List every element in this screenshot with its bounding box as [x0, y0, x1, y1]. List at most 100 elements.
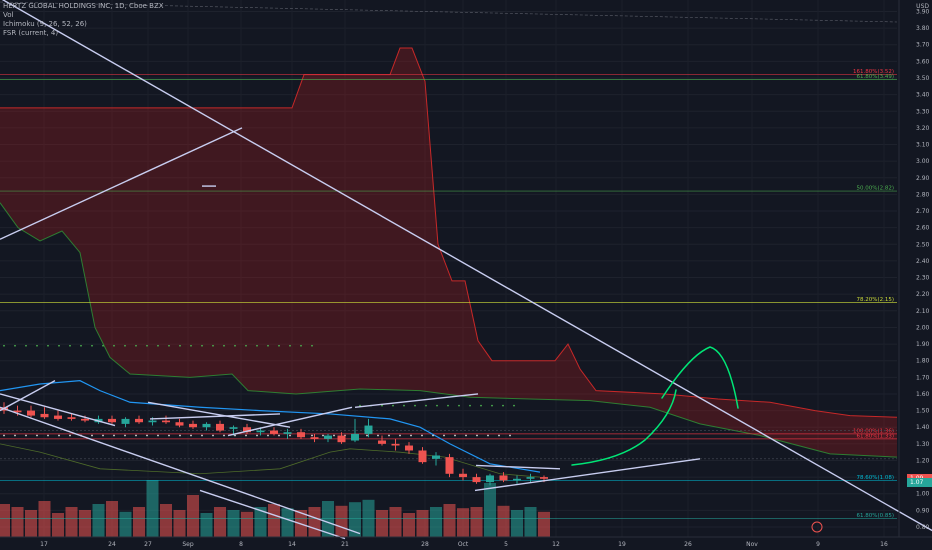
indicator-dot	[513, 404, 515, 407]
fib-label: 61.80%(1.33)	[856, 433, 894, 439]
volume-bar	[133, 507, 145, 537]
price-tick-label: 2.40	[916, 258, 930, 265]
candle-body	[297, 432, 305, 438]
candle-body	[54, 415, 62, 419]
trendline	[475, 464, 561, 470]
price-tick-label: 2.30	[916, 275, 930, 282]
volume-bar	[430, 507, 442, 537]
trendline	[199, 489, 346, 540]
legend-symbol[interactable]: HERTZ GLOBAL HOLDINGS INC, 1D, Cboe BZX	[3, 2, 164, 10]
candle-body	[418, 450, 427, 463]
legend-fsr[interactable]: FSR (current, 4)	[3, 29, 59, 37]
price-tick-label: 2.70	[916, 208, 930, 215]
indicator-dot	[465, 434, 467, 437]
trendline	[0, 380, 56, 412]
indicator-dot	[491, 404, 493, 407]
volume-bar	[173, 510, 186, 537]
indicator-dot	[311, 434, 313, 437]
indicator-dot	[447, 404, 449, 407]
indicator-dot	[377, 434, 379, 437]
indicator-dot	[47, 434, 49, 437]
fib-label: 78.20%(2.15)	[856, 297, 894, 303]
trendline	[0, 393, 116, 427]
volume-bar	[160, 504, 172, 537]
volume-bar	[254, 507, 267, 537]
volume-bar	[349, 502, 361, 537]
volume-bar	[335, 505, 348, 537]
volume-bar	[214, 507, 226, 537]
indicator-dot	[102, 344, 104, 347]
indicator-dot	[124, 434, 126, 437]
indicator-dot	[223, 434, 225, 437]
candle-body	[13, 410, 22, 413]
indicator-dot	[168, 434, 170, 437]
indicator-dot	[179, 434, 181, 437]
indicator-dot	[469, 404, 471, 407]
candle-body	[148, 420, 157, 423]
indicator-dot	[333, 434, 335, 437]
trendline	[354, 393, 479, 408]
date-tick-label: 9	[816, 541, 820, 548]
candle-body	[243, 427, 251, 433]
candle-body	[121, 418, 130, 424]
price-tick-label: 1.60	[916, 391, 930, 398]
volume-bar	[457, 508, 469, 537]
indicator-dot	[234, 344, 236, 347]
indicator-dot	[3, 434, 5, 437]
candlesticks	[0, 402, 548, 486]
price-tick-label: 0.90	[916, 507, 930, 514]
fib-label: 78.60%(1.08)	[856, 475, 894, 481]
price-tick-label: 1.70	[916, 374, 930, 381]
price-tick-label: 1.30	[916, 441, 930, 448]
indicator-dot	[25, 344, 27, 347]
volume-bar	[281, 508, 294, 537]
indicator-dot	[157, 434, 159, 437]
price-axis[interactable]: 3.90 3.80 3.70 3.60 3.50 3.40 3.30 3.20 3.10 3.00…	[898, 0, 930, 537]
price-tick-label: 1.90	[916, 341, 930, 348]
indicator-dot	[212, 434, 214, 437]
indicator-dot	[487, 434, 489, 437]
ichimoku-cloud	[0, 47, 898, 458]
legend-ichimoku[interactable]: Ichimoku (9, 26, 52, 26)	[3, 20, 87, 28]
indicator-dot	[36, 434, 38, 437]
price-tick-label: 2.50	[916, 241, 930, 248]
candle-body	[364, 425, 373, 434]
legend-vol[interactable]: Vol	[3, 11, 14, 19]
price-tick-label: 3.70	[916, 42, 930, 49]
indicator-dot	[201, 344, 203, 347]
price-tick-label: 2.20	[916, 291, 930, 298]
trendline	[147, 401, 291, 428]
indicator-dot	[366, 434, 368, 437]
indicator-dot	[381, 404, 383, 407]
volume-bar	[92, 504, 105, 537]
last-price-tag-alt: 1.07	[907, 477, 932, 487]
indicator-dot	[256, 344, 258, 347]
indicator-dot	[201, 434, 203, 437]
indicator-dot	[509, 434, 511, 437]
candle-body	[405, 445, 413, 451]
indicator-dot	[113, 434, 115, 437]
indicator-dot	[91, 434, 93, 437]
indicator-dot	[267, 434, 269, 437]
date-axis[interactable]: 17 24 27 Sep 8 14 21 28 Oct 5 12 19 26 Nov 9 16	[0, 536, 932, 548]
date-tick-label: 19	[618, 541, 626, 548]
candle-body	[27, 410, 35, 416]
price-tick-label: 1.80	[916, 358, 930, 365]
volume-bar	[403, 513, 415, 537]
indicator-dot	[476, 434, 478, 437]
kijun-line	[0, 380, 541, 473]
projection-sketch[interactable]	[571, 346, 823, 533]
price-tick-label: 2.00	[916, 324, 930, 331]
price-tick-label: 3.10	[916, 142, 930, 149]
indicator-dot	[190, 344, 192, 347]
indicator-dot	[3, 344, 5, 347]
price-tick-label: 3.40	[916, 92, 930, 99]
candle-body	[283, 432, 292, 434]
volume-bar	[470, 507, 483, 537]
volume-bar	[227, 510, 240, 537]
volume-bar	[484, 483, 496, 537]
price-tick-label: 2.10	[916, 308, 930, 315]
